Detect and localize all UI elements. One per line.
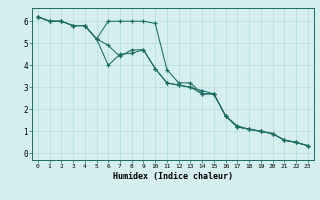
X-axis label: Humidex (Indice chaleur): Humidex (Indice chaleur) — [113, 172, 233, 181]
